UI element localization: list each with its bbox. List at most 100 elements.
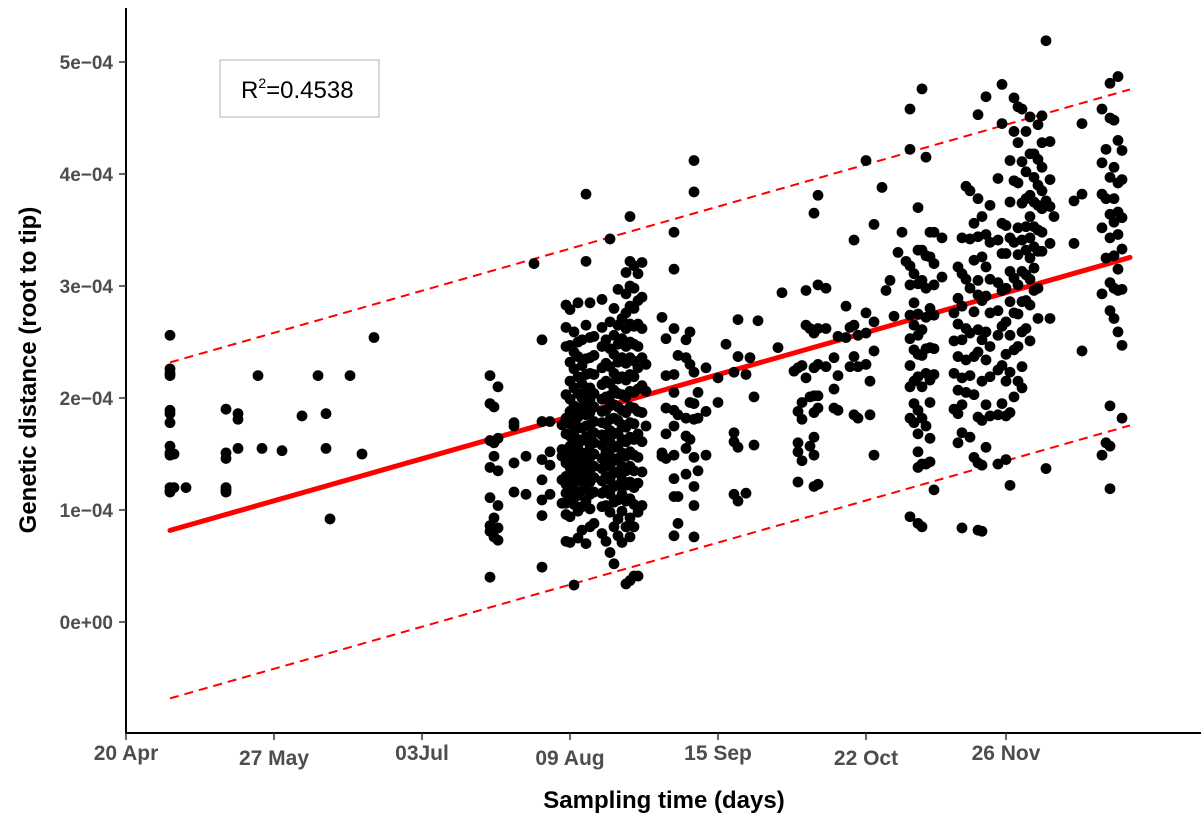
data-point	[668, 387, 680, 398]
data-point	[588, 518, 600, 529]
data-point	[1044, 238, 1056, 249]
data-point	[580, 188, 592, 200]
data-point	[168, 448, 180, 460]
data-point	[1112, 326, 1124, 338]
data-point	[636, 257, 648, 268]
data-point	[692, 387, 704, 398]
data-point	[892, 247, 904, 258]
data-point	[864, 375, 876, 387]
data-point	[1040, 463, 1052, 474]
data-point	[1024, 211, 1036, 222]
data-points	[164, 35, 1128, 591]
data-point	[296, 410, 308, 422]
data-point	[1020, 323, 1032, 334]
data-point	[660, 370, 672, 381]
data-point	[968, 306, 980, 318]
data-point	[660, 428, 672, 440]
data-point	[848, 319, 860, 331]
data-point	[832, 331, 844, 342]
data-point	[528, 258, 540, 269]
data-point	[840, 332, 852, 343]
data-point	[904, 511, 916, 523]
data-point	[588, 388, 600, 399]
data-point	[848, 351, 860, 362]
data-point	[964, 282, 976, 294]
x-tick-label: 20 Apr	[94, 742, 159, 765]
data-point	[876, 182, 888, 193]
data-point	[672, 491, 684, 502]
data-point	[616, 505, 628, 517]
data-point	[1104, 400, 1116, 412]
data-point	[1116, 174, 1128, 186]
data-point	[488, 450, 500, 462]
data-point	[1020, 221, 1032, 233]
data-point	[912, 446, 924, 458]
data-point	[1100, 143, 1112, 155]
data-point	[668, 323, 680, 334]
data-point	[600, 535, 612, 547]
data-point	[804, 440, 816, 452]
data-point	[1036, 226, 1048, 238]
data-point	[720, 338, 732, 350]
data-point	[700, 362, 712, 374]
data-point	[596, 294, 608, 305]
data-point	[520, 450, 532, 462]
data-point	[996, 118, 1008, 129]
data-point	[800, 285, 812, 296]
data-point	[1104, 77, 1116, 89]
data-point	[1004, 329, 1016, 341]
data-point	[748, 391, 760, 403]
data-point	[948, 367, 960, 379]
data-point	[812, 402, 824, 414]
x-tick-label: 22 Oct	[834, 747, 898, 770]
data-point	[1096, 222, 1108, 234]
data-point	[520, 488, 532, 500]
data-point	[860, 307, 872, 319]
data-point	[636, 436, 648, 448]
data-point	[992, 458, 1004, 470]
data-point	[928, 309, 940, 321]
data-point	[624, 512, 636, 524]
data-point	[632, 451, 644, 463]
data-point	[1036, 110, 1048, 122]
data-point	[1016, 361, 1028, 373]
data-point	[164, 370, 176, 381]
data-point	[616, 537, 628, 548]
data-point	[860, 327, 872, 339]
data-point	[632, 341, 644, 352]
data-point	[908, 417, 920, 429]
data-point	[164, 329, 176, 341]
data-point	[1024, 335, 1036, 347]
data-point	[1012, 341, 1024, 352]
data-point	[688, 398, 700, 409]
data-point	[536, 416, 548, 427]
data-point	[992, 305, 1004, 317]
data-point	[868, 345, 880, 357]
data-point	[996, 79, 1008, 90]
data-point	[964, 185, 976, 197]
data-point	[792, 446, 804, 458]
data-point	[1108, 161, 1120, 173]
data-point	[1108, 250, 1120, 262]
data-point	[1112, 229, 1124, 240]
data-point	[232, 443, 244, 454]
data-point	[536, 494, 548, 506]
data-point	[904, 103, 916, 115]
data-point	[324, 513, 336, 525]
data-point	[564, 304, 576, 315]
data-point	[916, 521, 928, 533]
data-point	[1004, 196, 1016, 208]
data-point	[792, 476, 804, 488]
data-point	[744, 352, 756, 364]
data-point	[1016, 156, 1028, 168]
data-point	[880, 285, 892, 296]
data-point	[1104, 440, 1116, 452]
data-point	[992, 329, 1004, 341]
data-point	[1076, 345, 1088, 357]
data-point	[1028, 262, 1040, 274]
data-point	[936, 232, 948, 244]
data-point	[868, 316, 880, 328]
data-point	[888, 310, 900, 322]
data-point	[232, 413, 244, 425]
